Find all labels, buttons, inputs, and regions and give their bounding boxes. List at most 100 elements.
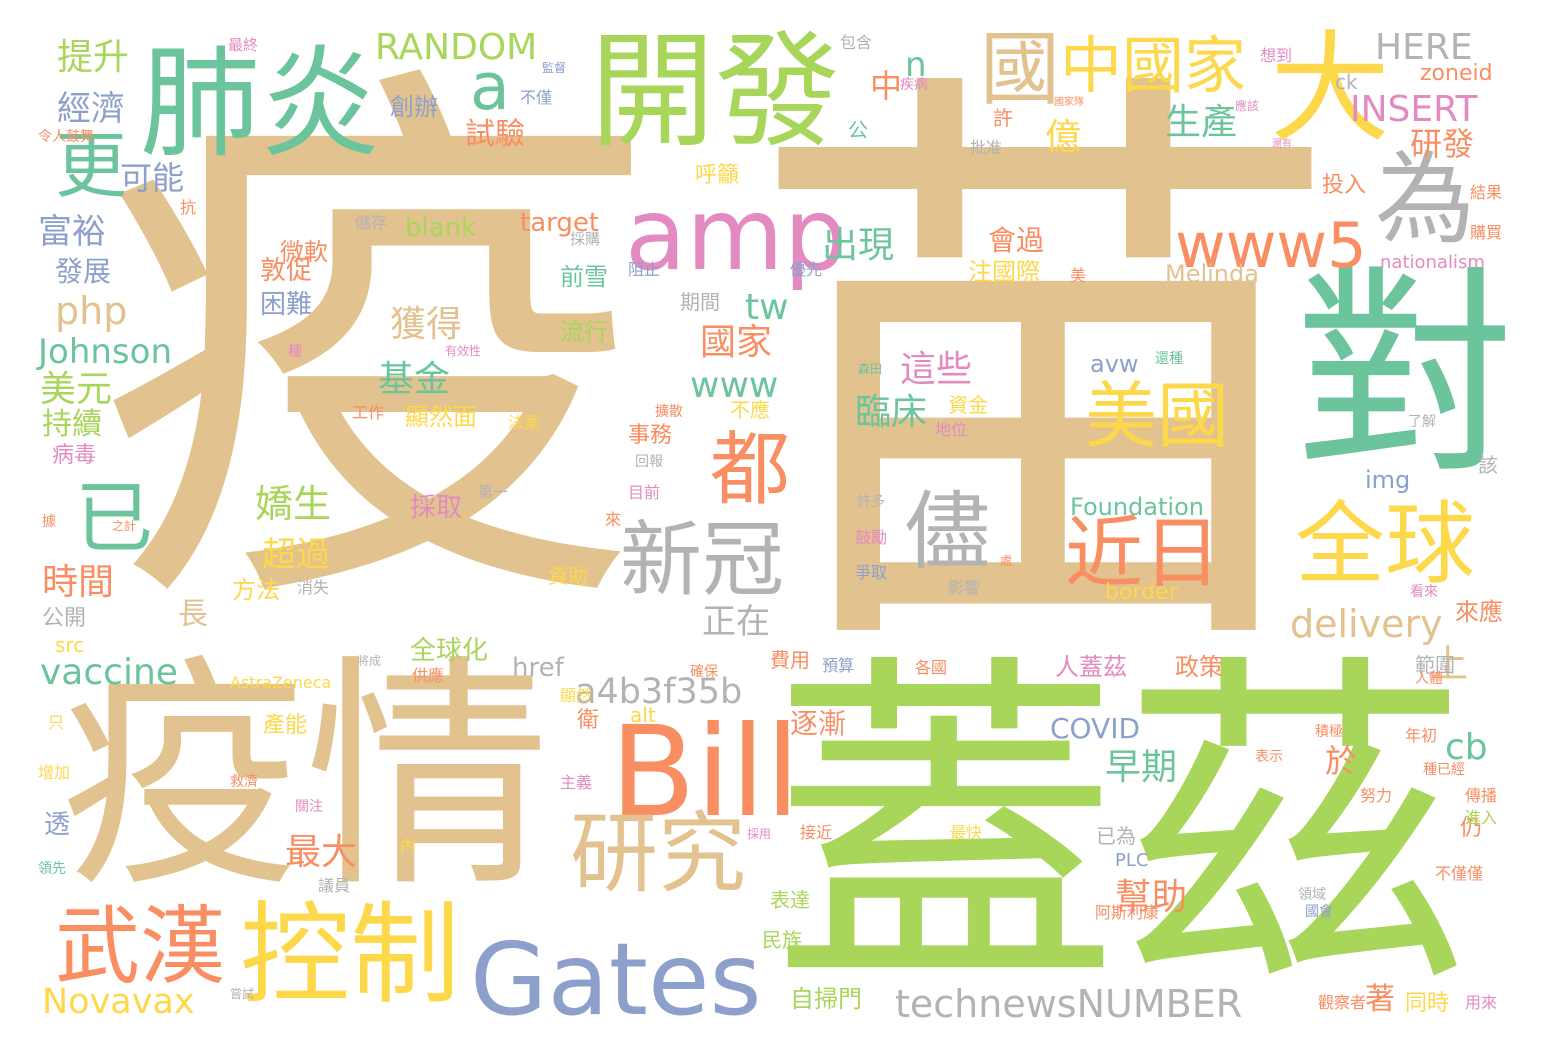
word: 敦促 xyxy=(260,256,313,286)
word: alt xyxy=(630,703,656,727)
word: 蓋茲 xyxy=(770,626,1470,1034)
word: 種 xyxy=(288,344,302,360)
word: 困難 xyxy=(260,290,313,320)
word: delivery xyxy=(1290,602,1443,646)
word: 該 xyxy=(1478,453,1498,477)
word: 關注 xyxy=(295,799,323,815)
word: 為 xyxy=(1375,141,1475,258)
word: Novavax xyxy=(42,982,195,1022)
word: 仍 xyxy=(1460,816,1483,841)
word: 人體 xyxy=(1415,671,1443,687)
word: 據 xyxy=(42,514,56,530)
word: 批准 xyxy=(970,138,1003,157)
word: 持續 xyxy=(42,407,102,442)
word: 於 xyxy=(1325,742,1358,780)
word: 爭取 xyxy=(855,563,888,582)
word: 抗 xyxy=(180,198,197,217)
word: 預算 xyxy=(822,656,855,675)
word: 各國 xyxy=(915,658,948,677)
word: 對 xyxy=(1295,247,1516,503)
word: www xyxy=(690,365,779,406)
word: 來 xyxy=(605,510,622,529)
word: 經濟 xyxy=(57,89,125,129)
word: 想到 xyxy=(1260,46,1293,65)
word: a xyxy=(470,50,510,125)
word: 令人鼓舞 xyxy=(38,129,94,145)
word: www5 xyxy=(1175,209,1367,282)
word: 透 xyxy=(44,810,71,840)
word: Gates xyxy=(470,921,762,1038)
word: 投入 xyxy=(1322,173,1367,198)
word: a4b3f35b xyxy=(575,672,743,712)
word: 基金 xyxy=(378,359,451,400)
word: 病毒 xyxy=(52,443,97,468)
word: 出現 xyxy=(822,225,895,266)
word: 用來 xyxy=(1465,993,1498,1012)
word: 逐漸 xyxy=(790,707,847,740)
word: 許 xyxy=(993,106,1013,130)
word: INSERT xyxy=(1350,89,1478,130)
word: 之計 xyxy=(112,519,137,533)
word: 會過 xyxy=(988,224,1045,257)
word: 鼓勵 xyxy=(855,528,888,547)
word: 努力 xyxy=(1360,786,1393,805)
word: img xyxy=(1365,466,1411,494)
word: 試驗 xyxy=(465,117,525,152)
word: 增加 xyxy=(38,763,71,782)
word: Bill xyxy=(610,700,800,845)
word: 創辦 xyxy=(390,93,438,121)
word: 年初 xyxy=(1405,726,1438,745)
word: 回報 xyxy=(635,454,663,470)
word: 上 xyxy=(1430,642,1469,686)
word: 獲得 xyxy=(390,304,463,345)
word: 範圍 xyxy=(1415,653,1455,677)
word: 注國際 xyxy=(968,258,1040,286)
word: 大 xyxy=(1270,20,1390,159)
word: 法案 xyxy=(508,413,541,432)
word: 超過 xyxy=(262,535,330,575)
word: 工作 xyxy=(352,403,385,422)
word: 資金 xyxy=(948,393,988,417)
word: 將成 xyxy=(357,654,382,668)
word: RANDOM xyxy=(375,27,538,68)
word: cb xyxy=(1445,727,1488,768)
word: 美國 xyxy=(1085,374,1230,458)
word: 表示 xyxy=(1255,749,1283,765)
word: avw xyxy=(1090,350,1139,378)
word: 已為 xyxy=(1096,824,1136,848)
word: 微軟 xyxy=(280,238,328,266)
word: 只 xyxy=(48,713,65,732)
word: 控制 xyxy=(240,891,460,1019)
word: amp xyxy=(625,176,848,293)
word: 民族 xyxy=(762,928,802,952)
word: 包含 xyxy=(840,33,873,52)
word: php xyxy=(55,289,128,333)
word: COVID xyxy=(1050,712,1141,745)
word: 供應 xyxy=(412,666,445,685)
word: 處 xyxy=(1000,554,1013,568)
word: AstraZeneca xyxy=(230,673,332,692)
word: 前雪 xyxy=(560,263,608,291)
word: 全球化 xyxy=(410,636,489,666)
word: 公開 xyxy=(42,606,87,631)
word: 幫助 xyxy=(1115,877,1188,918)
word: 疫 xyxy=(95,24,655,676)
word: 採購 xyxy=(570,230,601,248)
word: 內 xyxy=(400,836,417,855)
word: 期間 xyxy=(680,290,720,314)
word: 方法 xyxy=(232,576,280,604)
word: zoneid xyxy=(1420,61,1493,86)
word: 肺炎 xyxy=(140,35,380,174)
word: 美元 xyxy=(40,369,113,410)
word: 採取 xyxy=(410,493,463,523)
word: 近日 xyxy=(1065,509,1222,599)
word: 地位 xyxy=(935,420,968,439)
word: 監督 xyxy=(542,61,567,75)
word: 長 xyxy=(178,597,208,632)
word: 確保 xyxy=(690,664,718,680)
word: target xyxy=(520,208,600,238)
word: 正在 xyxy=(702,602,770,642)
word: 救濟 xyxy=(230,774,258,790)
word: nationalism xyxy=(1380,252,1485,273)
word: HERE xyxy=(1375,27,1473,68)
